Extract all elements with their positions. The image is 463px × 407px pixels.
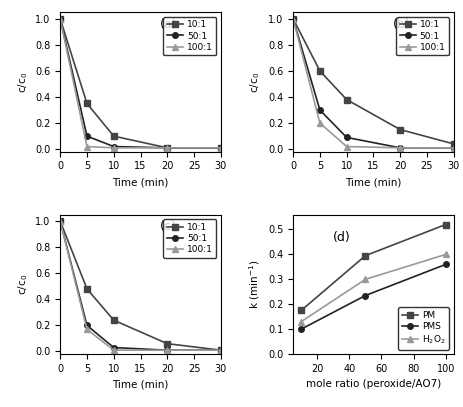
10:1 — [451, 142, 457, 147]
PM — [443, 222, 449, 227]
Text: (a): (a) — [160, 18, 177, 31]
50:1 — [218, 145, 224, 150]
100:1 — [164, 348, 170, 352]
50:1 — [111, 345, 117, 350]
50:1 — [57, 16, 63, 21]
X-axis label: mole ratio (peroxide/AO7): mole ratio (peroxide/AO7) — [306, 379, 441, 389]
PM — [298, 308, 304, 313]
Y-axis label: k (min$^{-1}$): k (min$^{-1}$) — [248, 260, 263, 309]
PMS — [363, 293, 368, 298]
10:1 — [317, 68, 323, 73]
100:1 — [317, 120, 323, 125]
50:1 — [451, 145, 457, 150]
50:1 — [218, 348, 224, 352]
10:1 — [397, 127, 403, 132]
Line: 10:1: 10:1 — [57, 218, 224, 353]
10:1 — [218, 348, 224, 352]
10:1 — [164, 341, 170, 346]
Line: 50:1: 50:1 — [290, 16, 457, 151]
100:1 — [344, 144, 350, 149]
50:1 — [290, 16, 296, 21]
10:1 — [84, 101, 90, 106]
50:1 — [164, 348, 170, 352]
PMS — [298, 327, 304, 332]
10:1 — [218, 145, 224, 150]
100:1 — [84, 327, 90, 332]
50:1 — [164, 145, 170, 150]
Y-axis label: c/c$_0$: c/c$_0$ — [16, 71, 30, 92]
50:1 — [84, 323, 90, 328]
50:1 — [344, 135, 350, 140]
X-axis label: Time (min): Time (min) — [113, 177, 169, 187]
50:1 — [84, 133, 90, 138]
10:1 — [57, 16, 63, 21]
100:1 — [111, 145, 117, 150]
Legend: 10:1, 50:1, 100:1: 10:1, 50:1, 100:1 — [163, 17, 216, 55]
100:1 — [218, 348, 224, 352]
10:1 — [344, 97, 350, 102]
H$_2$O$_2$ — [363, 277, 368, 282]
100:1 — [57, 219, 63, 223]
Y-axis label: c/c$_0$: c/c$_0$ — [249, 71, 263, 92]
10:1 — [111, 318, 117, 323]
50:1 — [317, 107, 323, 112]
Line: 50:1: 50:1 — [57, 16, 224, 151]
100:1 — [397, 145, 403, 150]
50:1 — [397, 145, 403, 150]
Legend: PM, PMS, H$_2$O$_2$: PM, PMS, H$_2$O$_2$ — [399, 307, 449, 350]
10:1 — [111, 133, 117, 138]
100:1 — [84, 144, 90, 149]
100:1 — [451, 145, 457, 150]
Line: 10:1: 10:1 — [290, 16, 457, 147]
10:1 — [57, 219, 63, 223]
10:1 — [290, 16, 296, 21]
Line: 100:1: 100:1 — [57, 218, 224, 353]
X-axis label: Time (min): Time (min) — [345, 177, 401, 187]
Line: PMS: PMS — [298, 262, 449, 332]
100:1 — [218, 145, 224, 150]
PM — [363, 253, 368, 258]
Line: 100:1: 100:1 — [57, 16, 224, 151]
50:1 — [57, 219, 63, 223]
Text: (b): (b) — [393, 18, 410, 31]
100:1 — [164, 145, 170, 150]
X-axis label: Time (min): Time (min) — [113, 379, 169, 389]
PMS — [443, 262, 449, 267]
Line: H$_2$O$_2$: H$_2$O$_2$ — [298, 252, 449, 324]
Legend: 10:1, 50:1, 100:1: 10:1, 50:1, 100:1 — [163, 219, 216, 258]
Text: (c): (c) — [160, 220, 176, 233]
Line: PM: PM — [298, 222, 449, 313]
10:1 — [84, 287, 90, 291]
Line: 100:1: 100:1 — [290, 16, 457, 151]
100:1 — [111, 348, 117, 352]
10:1 — [164, 145, 170, 150]
100:1 — [57, 16, 63, 21]
Y-axis label: c/c$_0$: c/c$_0$ — [16, 274, 30, 295]
H$_2$O$_2$ — [443, 252, 449, 257]
Text: (d): (d) — [333, 231, 351, 244]
Legend: 10:1, 50:1, 100:1: 10:1, 50:1, 100:1 — [396, 17, 449, 55]
100:1 — [290, 16, 296, 21]
H$_2$O$_2$ — [298, 319, 304, 324]
Line: 50:1: 50:1 — [57, 218, 224, 353]
50:1 — [111, 144, 117, 149]
Line: 10:1: 10:1 — [57, 16, 224, 151]
